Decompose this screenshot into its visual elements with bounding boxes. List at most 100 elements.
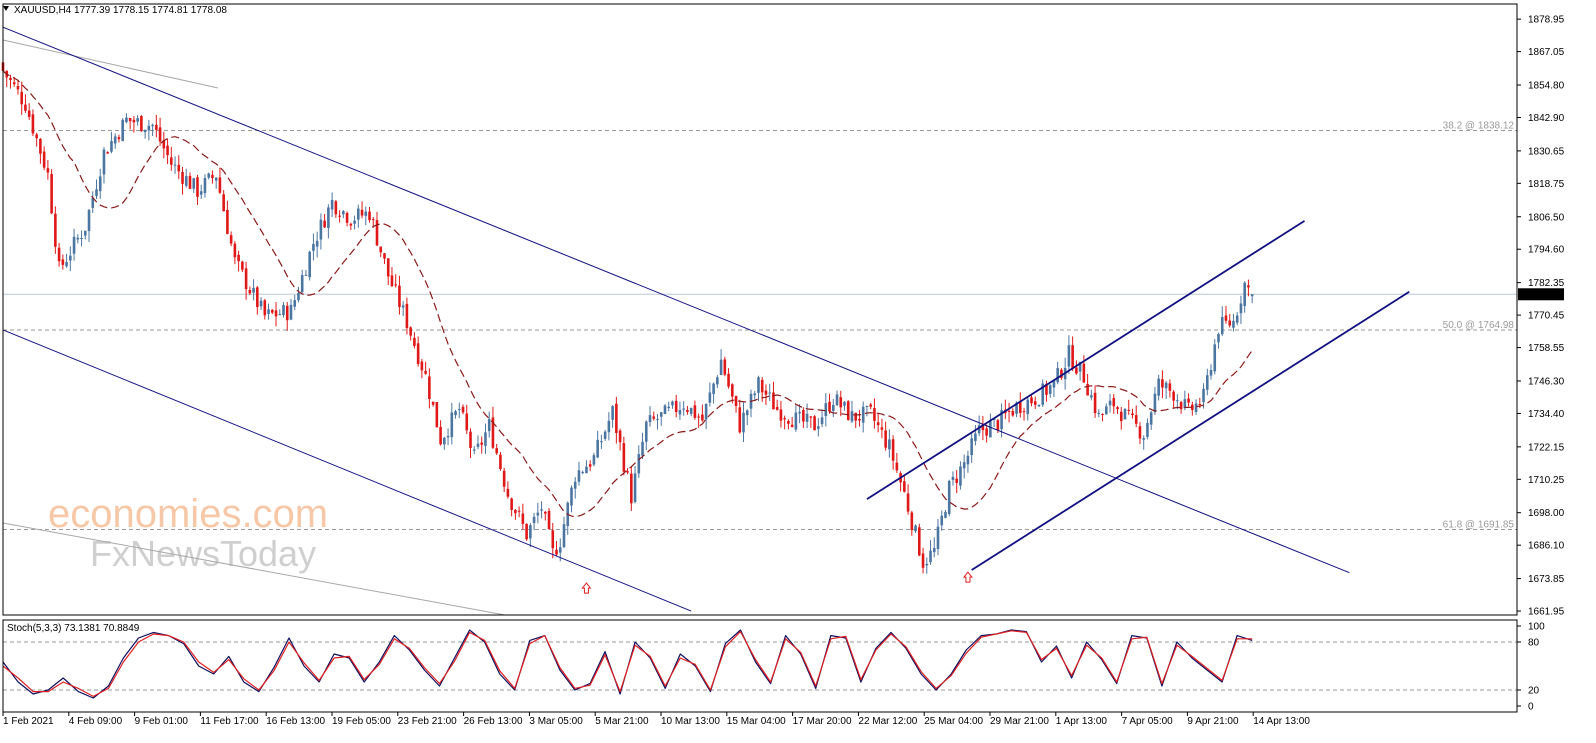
stoch-tick-label: 20 — [1528, 686, 1540, 697]
stoch-tick-label: 0 — [1528, 702, 1534, 713]
candle-body — [113, 136, 117, 144]
candle-body — [218, 177, 222, 193]
candle-body — [622, 443, 626, 472]
candle-body — [846, 401, 850, 421]
ascending-channel-bottom-line — [971, 291, 1410, 571]
candle-body — [1007, 410, 1011, 412]
candle-body — [12, 82, 16, 85]
candle-body — [932, 548, 936, 553]
candle-body — [80, 237, 83, 239]
collapse-triangle-icon[interactable] — [3, 6, 9, 11]
candle-body — [828, 401, 831, 412]
candle-body — [1250, 294, 1254, 297]
candle-body — [338, 215, 341, 217]
candle-body — [525, 523, 528, 540]
candle-body — [1015, 402, 1018, 414]
time-tick-label: 5 Mar 21:00 — [595, 716, 649, 727]
candle-body — [510, 498, 513, 511]
candle-body — [222, 194, 225, 212]
candle-body — [1075, 367, 1078, 374]
candle-body — [1052, 380, 1056, 388]
candle-body — [876, 422, 880, 426]
candle-body — [128, 118, 132, 122]
candle-body — [540, 509, 543, 511]
candle-body — [689, 407, 693, 414]
candle-body — [929, 550, 932, 563]
price-tick-label: 1698.00 — [1528, 508, 1565, 519]
candle-body — [1164, 382, 1168, 389]
candle-body — [843, 401, 846, 406]
candle-body — [285, 305, 289, 321]
time-tick-label: 16 Feb 13:00 — [266, 716, 325, 727]
candle-body — [1090, 395, 1093, 398]
candle-body — [1232, 320, 1235, 328]
candle-body — [199, 191, 203, 195]
candle-body — [1131, 413, 1134, 416]
candle-body — [454, 411, 457, 416]
candle-body — [143, 129, 147, 133]
candle-body — [716, 377, 719, 385]
candle-body — [1082, 363, 1086, 383]
candle-body — [1220, 317, 1224, 335]
candle-body — [360, 209, 364, 216]
candle-body — [1239, 303, 1243, 314]
candle-body — [69, 255, 72, 261]
candle-body — [181, 172, 184, 184]
candle-body — [446, 436, 450, 438]
time-tick-label: 9 Apr 21:00 — [1187, 716, 1239, 727]
candle-body — [678, 409, 682, 415]
candle-body — [233, 243, 237, 258]
stochastic-plot[interactable] — [2, 629, 1517, 699]
candle-body — [439, 426, 442, 445]
candle-body — [974, 433, 977, 441]
candle-body — [985, 428, 988, 436]
candle-body — [652, 416, 656, 419]
candle-body — [521, 513, 525, 524]
candle-body — [1116, 407, 1119, 410]
candle-body — [491, 417, 495, 448]
candle-body — [401, 305, 405, 308]
candle-body — [895, 462, 899, 471]
time-tick-label: 22 Mar 12:00 — [858, 716, 917, 727]
candle-body — [573, 481, 577, 489]
candle-body — [270, 309, 274, 313]
candle-body — [536, 512, 540, 516]
candle-body — [65, 261, 68, 267]
candle-body — [188, 175, 192, 189]
candle-body — [663, 405, 667, 414]
candle-body — [760, 379, 764, 393]
candle-body — [390, 275, 394, 287]
candle-body — [768, 392, 771, 394]
price-plot[interactable]: 38.2 @ 1838.12 50.0 @ 1764.98 61.8 @ 1691.… — [1, 26, 1517, 616]
candle-body — [106, 152, 110, 154]
candle-body — [600, 441, 603, 443]
candle-body — [787, 420, 790, 424]
time-tick-label: 4 Feb 09:00 — [69, 716, 123, 727]
candle-body — [357, 208, 360, 220]
candle-body — [27, 110, 31, 117]
candle-body — [450, 412, 454, 438]
price-frame — [2, 3, 1518, 616]
candle-body — [461, 406, 465, 413]
candle-body — [947, 480, 951, 514]
candle-body — [330, 199, 334, 210]
candle-body — [989, 421, 992, 438]
candle-body — [618, 430, 622, 443]
price-tick-label: 1710.25 — [1528, 475, 1565, 486]
candle-body — [1000, 410, 1003, 430]
candle-body — [682, 408, 685, 410]
candle-body — [1149, 412, 1153, 425]
candle-body — [1228, 320, 1232, 326]
stoch-header: Stoch(5,3,3) 73.1381 70.8849 — [7, 623, 140, 634]
price-tick-label: 1867.05 — [1528, 47, 1565, 58]
price-tick-label: 1686.10 — [1528, 541, 1565, 552]
time-tick-label: 23 Feb 21:00 — [398, 716, 457, 727]
candle-body — [465, 413, 469, 431]
candle-body — [480, 442, 484, 445]
watermark-fxnewstoday: FxNewsToday — [90, 533, 316, 574]
stoch-signal-line — [2, 630, 1253, 698]
candle-body — [835, 394, 839, 406]
candle-body — [457, 408, 461, 410]
candle-body — [831, 404, 835, 411]
